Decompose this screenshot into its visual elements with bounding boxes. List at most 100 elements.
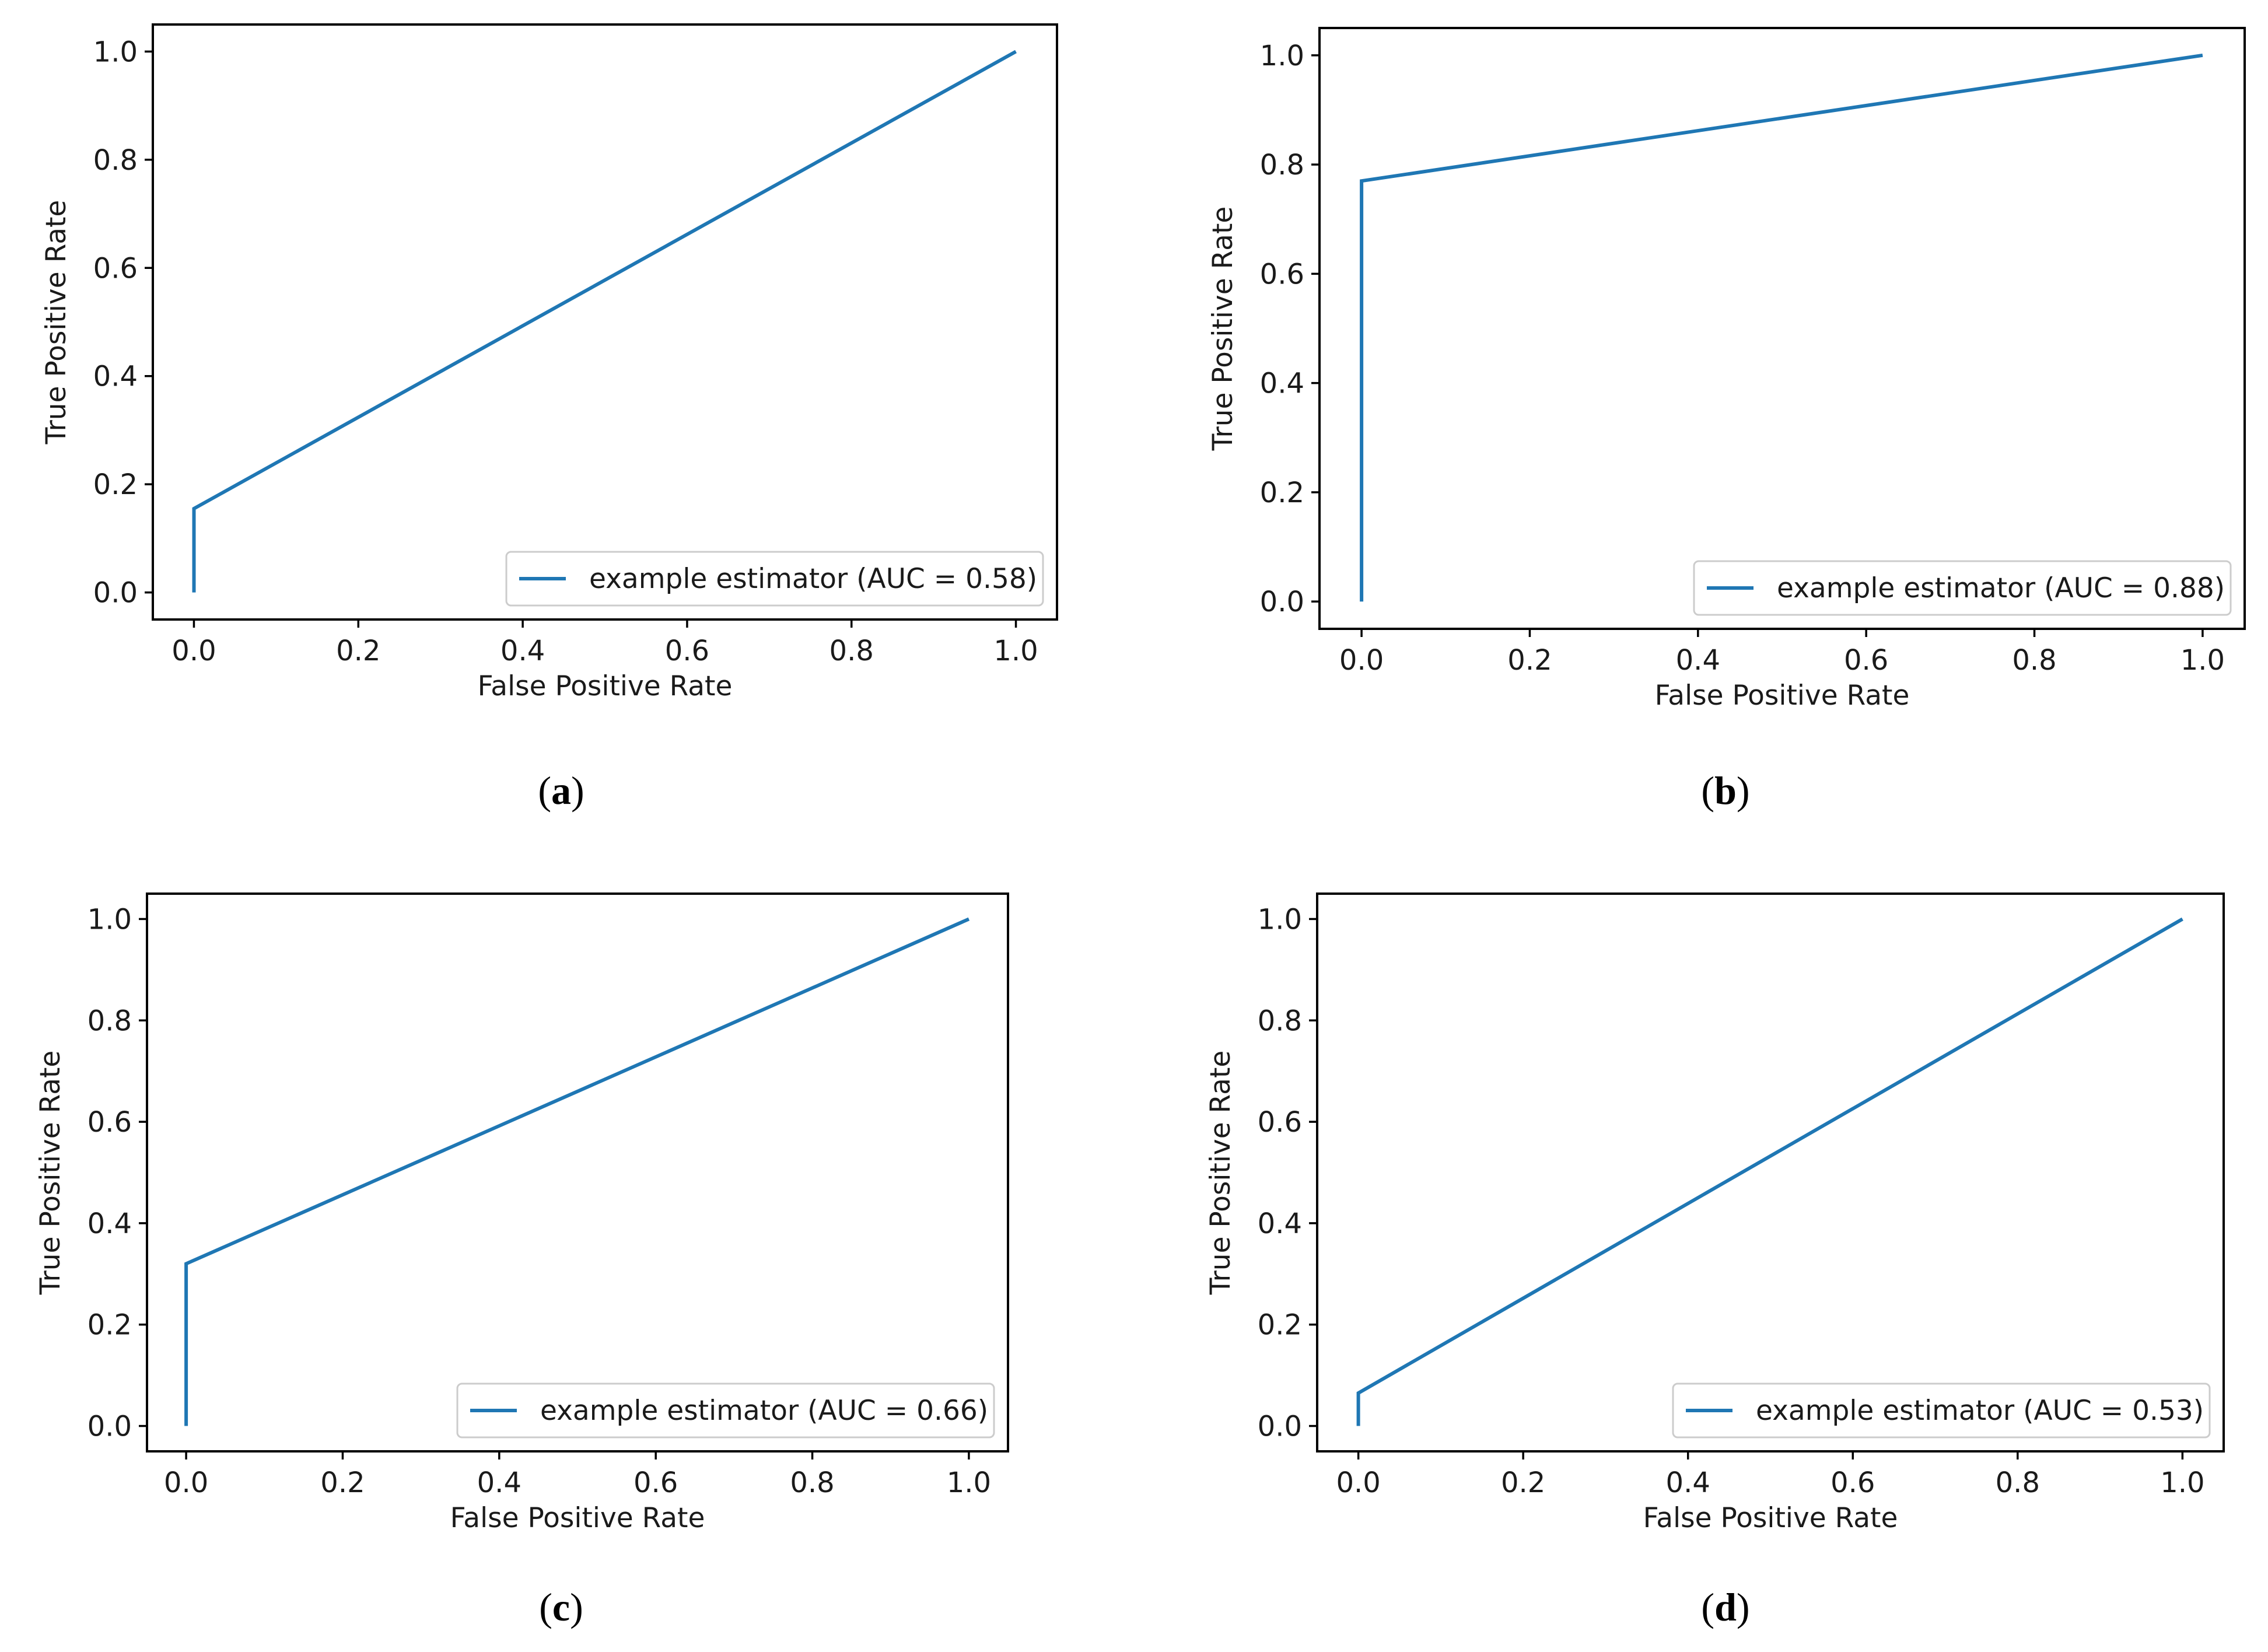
legend-box (1672, 1382, 2211, 1438)
caption-open-paren: ( (1701, 1585, 1714, 1629)
x-tick-label-0: 0.0 (172, 635, 216, 667)
x-tick-label-3: 0.6 (634, 1466, 678, 1499)
y-tick-label-3: 0.6 (88, 1106, 132, 1139)
y-tick-label-1: 0.2 (1258, 1309, 1302, 1342)
x-tick-label-5: 1.0 (993, 635, 1038, 667)
y-tick-label-0: 0.0 (93, 577, 138, 610)
caption-letter: a (551, 768, 571, 813)
y-tick-label-2: 0.4 (88, 1208, 132, 1240)
caption-open-paren: ( (538, 768, 551, 813)
x-tick-label-2: 0.4 (477, 1466, 522, 1499)
x-tick-label-4: 0.8 (1996, 1466, 2040, 1499)
x-tick-label-1: 0.2 (1501, 1466, 1545, 1499)
y-tick-label-1: 0.2 (1260, 477, 1304, 509)
roc-panel-c: 0.0 0.2 0.4 0.6 0.8 1.0 0.0 0.2 0.4 0.6 0.8 1.0 Fals… (6, 869, 1117, 1629)
panel-caption: (c) (539, 1585, 583, 1629)
caption-letter: b (1714, 768, 1737, 813)
legend-box (1693, 560, 2232, 616)
y-tick-label-2: 0.4 (93, 360, 138, 393)
roc-curve-line (1356, 917, 2183, 1426)
caption-letter: c (552, 1585, 570, 1629)
y-tick-label-3: 0.6 (93, 252, 138, 285)
y-tick-label-4: 0.8 (1260, 149, 1304, 181)
x-tick-label-0: 0.0 (1339, 644, 1384, 677)
legend-entry: example estimator (AUC = 0.88) (1777, 572, 2225, 604)
legend-entry: example estimator (AUC = 0.66) (540, 1395, 988, 1427)
panel-caption: (b) (1701, 768, 1749, 813)
panel-background (1172, 869, 2268, 1552)
legend-entry: example estimator (AUC = 0.58) (589, 563, 1037, 595)
x-tick-label-1: 0.2 (1507, 644, 1552, 677)
x-tick-label-1: 0.2 (320, 1466, 365, 1499)
y-axis-label: True Positive Rate (40, 200, 72, 445)
x-tick-label-2: 0.4 (501, 635, 545, 667)
y-tick-label-4: 0.8 (88, 1005, 132, 1037)
y-tick-label-5: 1.0 (88, 903, 132, 936)
x-tick-label-5: 1.0 (2160, 1466, 2204, 1499)
y-tick-label-2: 0.4 (1260, 368, 1304, 400)
legend: example estimator (AUC = 0.88) (1693, 560, 2232, 616)
legend: example estimator (AUC = 0.53) (1672, 1382, 2211, 1438)
y-tick-label-5: 1.0 (1260, 40, 1304, 72)
y-tick-label-0: 0.0 (1260, 586, 1304, 618)
legend-entry: example estimator (AUC = 0.53) (1756, 1395, 2204, 1427)
y-tick-label-4: 0.8 (1258, 1005, 1302, 1037)
y-tick-label-3: 0.6 (1258, 1106, 1302, 1139)
y-axis-label: True Positive Rate (1207, 206, 1239, 452)
roc-curve-line (184, 917, 970, 1426)
x-tick-label-2: 0.4 (1666, 1466, 1710, 1499)
panel-caption: (a) (538, 768, 584, 813)
panel-background (1172, 24, 2268, 724)
x-tick-label-4: 0.8 (790, 1466, 834, 1499)
y-tick-label-4: 0.8 (93, 144, 138, 177)
x-tick-label-4: 0.8 (830, 635, 874, 667)
roc-curve-line (1360, 53, 2203, 602)
roc-panel-d: 0.0 0.2 0.4 0.6 0.8 1.0 0.0 0.2 0.4 0.6 0.8 1.0 Fals… (1172, 869, 2268, 1629)
legend-box (505, 551, 1044, 607)
y-tick-label-2: 0.4 (1258, 1208, 1302, 1240)
y-tick-label-0: 0.0 (88, 1410, 132, 1443)
caption-open-paren: ( (539, 1585, 552, 1629)
y-tick-label-0: 0.0 (1258, 1410, 1302, 1443)
x-axis-label: False Positive Rate (1643, 1502, 1898, 1534)
y-tick-label-3: 0.6 (1260, 258, 1304, 290)
x-tick-label-0: 0.0 (164, 1466, 208, 1499)
caption-letter: d (1714, 1585, 1737, 1629)
x-tick-label-0: 0.0 (1336, 1466, 1380, 1499)
x-tick-label-3: 0.6 (665, 635, 709, 667)
roc-panel-a: 0.0 0.2 0.4 0.6 0.8 1.0 0.0 0.2 0.4 0.6 0.8 1.0 Fals… (6, 23, 1120, 813)
roc-curve-line (192, 50, 1017, 593)
y-tick-label-1: 0.2 (93, 468, 138, 501)
x-axis-label: False Positive Rate (450, 1502, 705, 1534)
x-tick-label-1: 0.2 (336, 635, 380, 667)
legend: example estimator (AUC = 0.66) (456, 1382, 995, 1438)
x-tick-label-3: 0.6 (1844, 644, 1888, 677)
plot-frame (1318, 27, 2246, 630)
x-tick-label-4: 0.8 (2012, 644, 2056, 677)
y-tick-label-5: 1.0 (93, 36, 138, 68)
legend-box (456, 1382, 995, 1438)
panel-caption: (d) (1701, 1585, 1749, 1629)
roc-panel-b: 0.0 0.2 0.4 0.6 0.8 1.0 0.0 0.2 0.4 0.6 0.8 1.0 Fals… (1172, 24, 2268, 813)
panel-background (6, 869, 1117, 1552)
caption-open-paren: ( (1701, 768, 1714, 813)
x-tick-label-2: 0.4 (1676, 644, 1720, 677)
y-tick-label-5: 1.0 (1258, 903, 1302, 936)
caption-close-paren: ) (1737, 768, 1750, 813)
plot-frame (146, 892, 1009, 1452)
y-tick-label-1: 0.2 (88, 1309, 132, 1342)
x-tick-label-5: 1.0 (947, 1466, 991, 1499)
x-axis-label: False Positive Rate (478, 670, 733, 702)
y-axis-label: True Positive Rate (34, 1051, 66, 1296)
x-tick-label-3: 0.6 (1831, 1466, 1875, 1499)
y-axis-label: True Positive Rate (1205, 1051, 1237, 1296)
x-axis-label: False Positive Rate (1655, 680, 1910, 712)
panel-background (6, 24, 1120, 713)
legend: example estimator (AUC = 0.58) (505, 551, 1044, 607)
x-tick-label-5: 1.0 (2180, 644, 2225, 677)
caption-close-paren: ) (570, 1585, 583, 1629)
caption-close-paren: ) (1737, 1585, 1750, 1629)
plot-frame (1316, 892, 2225, 1452)
plot-frame (152, 23, 1058, 621)
